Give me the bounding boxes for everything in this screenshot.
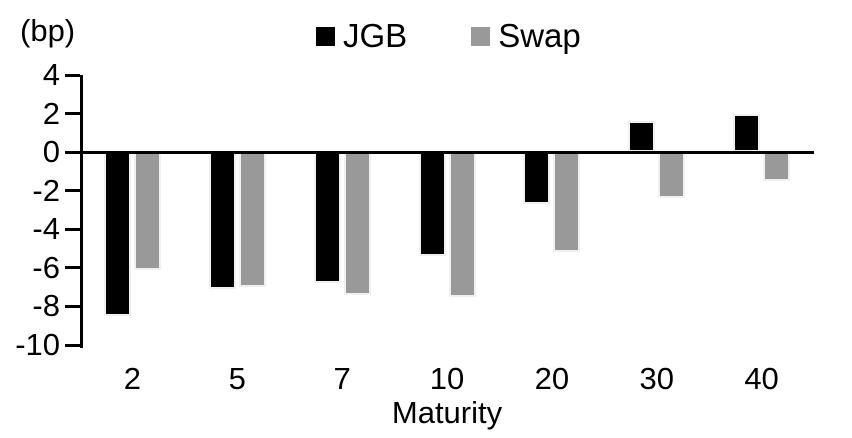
swap-legend-swatch-icon [471,26,491,46]
y-tick-label: -2 [32,172,60,208]
x-tick-label: 10 [429,361,465,396]
legend: JGB Swap [316,16,581,56]
x-axis-title: Maturity [391,395,503,430]
bar-jgb-20 [523,152,551,205]
bar-jgb-40 [733,113,761,153]
jgb-legend-label: JGB [343,17,408,54]
bar-swap-7 [343,152,371,295]
swap-legend-label: Swap [498,17,581,54]
legend-item-swap: Swap [471,16,581,56]
y-axis-unit-label: (bp) [20,13,76,48]
x-tick-label: 30 [639,361,674,396]
y-axis-tick [65,150,80,154]
bar-swap-5 [238,152,266,288]
bar-swap-2 [133,152,161,270]
bar-swap-40 [763,152,791,182]
y-axis-tick [65,112,80,116]
y-tick-label: -6 [32,249,60,285]
zero-axis-line [80,150,814,154]
y-tick-label: 0 [42,134,60,170]
y-axis-line [80,75,83,348]
plot-area: 4 2 0 -2 -4 -6 -8 -10 2 5 7 10 20 30 40 [15,57,814,396]
y-axis-tick [65,304,80,308]
x-tick-label: 7 [333,361,351,396]
x-tick-label: 2 [123,361,142,396]
x-tick-label: 5 [228,361,246,396]
bar-jgb-5 [208,152,236,290]
y-tick-label: -10 [15,327,60,362]
y-tick-label: 4 [42,57,60,92]
y-tick-label: -4 [32,211,60,247]
y-axis-tick [65,73,80,77]
bar-jgb-10 [418,152,446,257]
legend-item-jgb: JGB [316,16,407,56]
y-axis-tick [65,227,80,231]
bar-jgb-7 [313,152,341,284]
bar-swap-10 [448,152,476,297]
x-tick-label: 40 [744,361,779,396]
y-tick-label: -8 [32,288,60,324]
y-axis-tick [65,266,80,270]
bar-jgb-2 [103,152,131,317]
jgb-legend-swatch-icon [316,26,335,46]
bar-swap-30 [658,152,686,199]
bar-jgb-30 [628,121,656,153]
bar-swap-20 [553,152,581,253]
y-tick-label: 2 [42,95,60,131]
y-axis-tick [65,189,80,193]
y-axis-tick [65,343,80,347]
x-tick-label: 20 [534,361,570,396]
